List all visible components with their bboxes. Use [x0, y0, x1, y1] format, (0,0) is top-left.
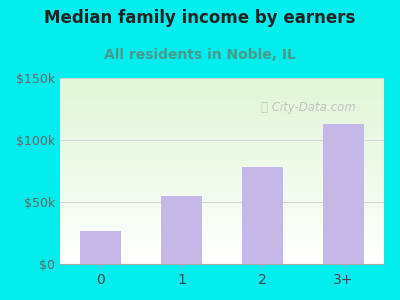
Bar: [323, 124, 364, 264]
Bar: [80, 230, 121, 264]
Text: ⓠ City-Data.com: ⓠ City-Data.com: [261, 101, 356, 114]
Bar: [161, 196, 202, 264]
Bar: [242, 167, 283, 264]
Text: All residents in Noble, IL: All residents in Noble, IL: [104, 48, 296, 62]
Text: Median family income by earners: Median family income by earners: [44, 9, 356, 27]
